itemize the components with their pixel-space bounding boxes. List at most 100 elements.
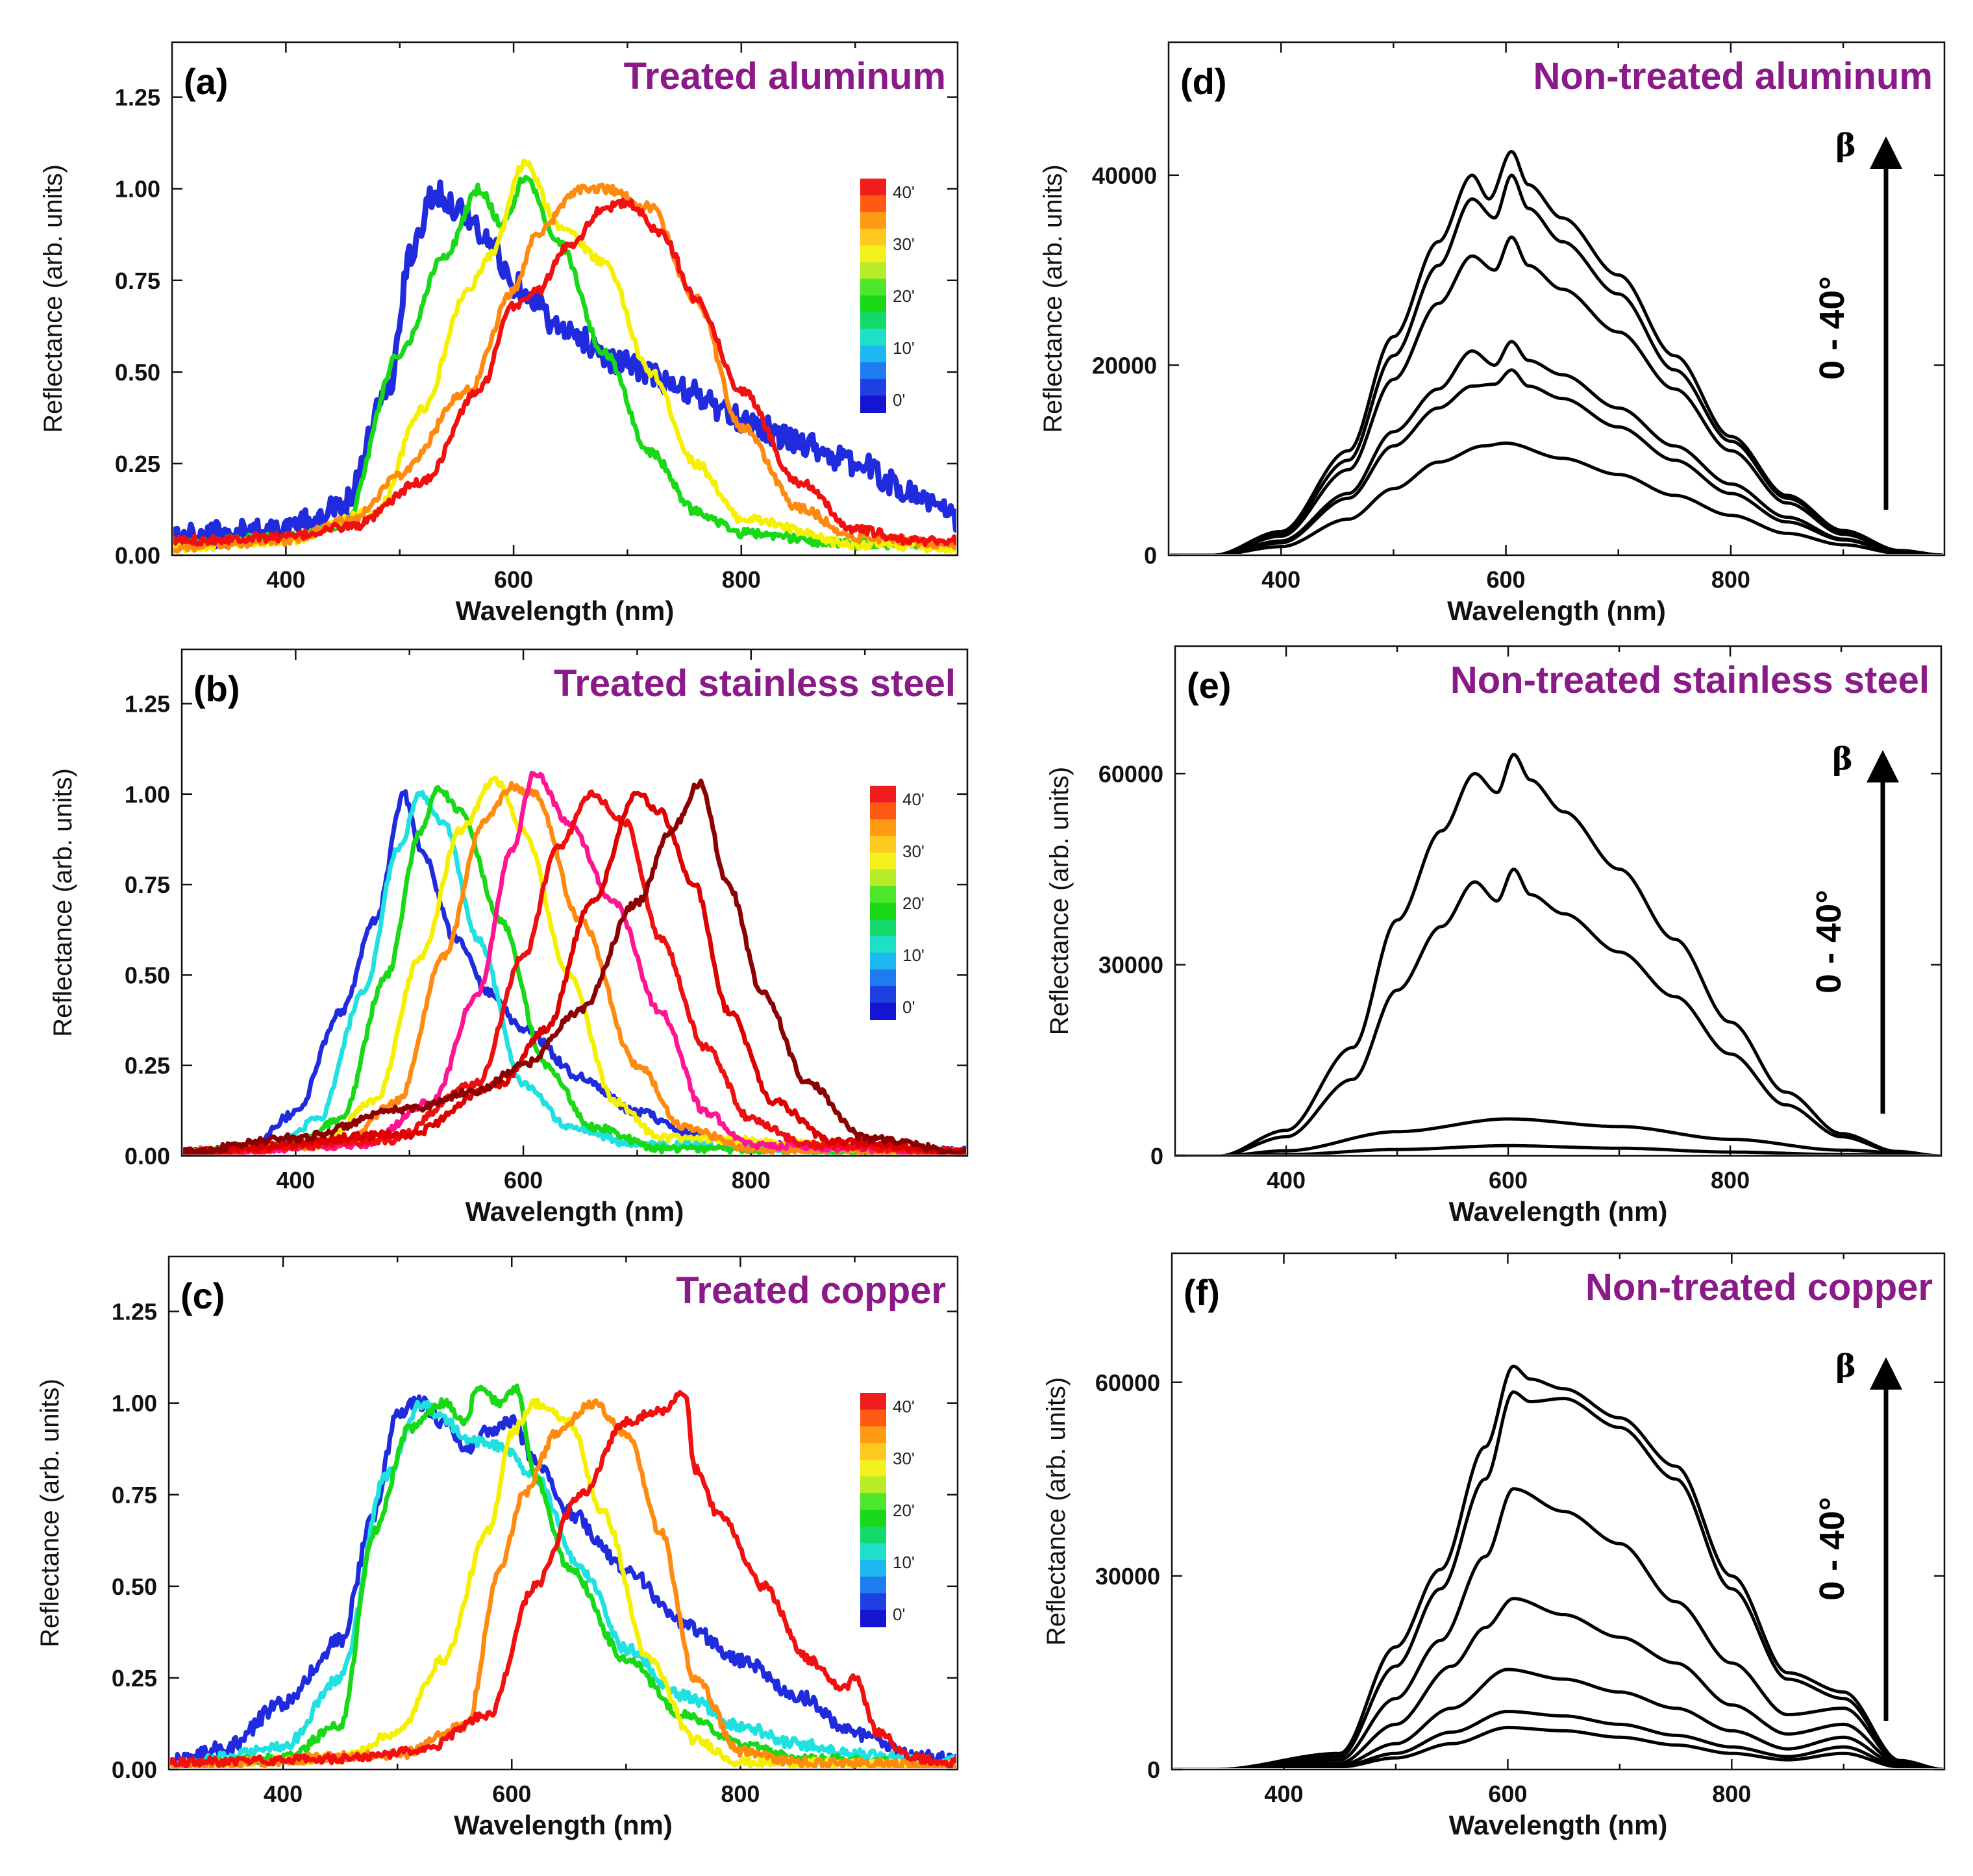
colorbar-swatch <box>860 1393 886 1410</box>
x-tick-label: 400 <box>276 1167 315 1194</box>
x-axis-label: Wavelength (nm) <box>1449 1196 1668 1227</box>
colorbar-swatch <box>870 969 896 987</box>
colorbar-swatch <box>860 295 886 313</box>
y-tick-label: 0.50 <box>112 1573 157 1600</box>
colorbar-swatch <box>870 953 896 970</box>
colorbar-label: 0' <box>893 1605 905 1624</box>
y-tick-label: 1.25 <box>112 1299 157 1325</box>
series-line <box>1176 753 1940 1155</box>
series-line <box>1170 368 1943 554</box>
arrow-head <box>1870 1357 1902 1390</box>
beta-symbol: β <box>1835 127 1856 164</box>
colorbar-swatch <box>860 262 886 280</box>
x-tick-label: 800 <box>1711 566 1750 593</box>
series-line <box>170 1397 956 1768</box>
y-axis-label: Reflectance (arb. units) <box>1042 1377 1071 1646</box>
series-line <box>1176 1117 1940 1155</box>
colorbar-swatch <box>860 1493 886 1510</box>
arrow-head <box>1867 750 1899 782</box>
x-tick-label: 400 <box>266 566 305 593</box>
colorbar: 40' 30' 20' 10' 0' <box>860 1393 915 1627</box>
x-tick-label: 400 <box>1264 1781 1303 1807</box>
plot-frame <box>1171 1252 1946 1771</box>
colorbar-swatch <box>860 1526 886 1544</box>
x-tick-label: 600 <box>492 1781 531 1807</box>
panel-title: Non-treated stainless steel <box>1450 659 1930 701</box>
series-group <box>1176 753 1940 1155</box>
colorbar-swatch <box>860 379 886 397</box>
series-line <box>183 776 966 1155</box>
colorbar-swatch <box>870 1003 896 1020</box>
series-line <box>183 770 966 1155</box>
y-tick-label: 0.50 <box>115 359 160 386</box>
y-tick-label: 0.25 <box>112 1665 157 1692</box>
series-group <box>1173 1364 1943 1768</box>
plot-frame <box>168 1255 959 1771</box>
series-line <box>170 1398 956 1768</box>
colorbar-swatch <box>860 229 886 246</box>
x-tick-label: 800 <box>1712 1781 1751 1807</box>
x-tick-label: 600 <box>1487 566 1526 593</box>
y-tick-label: 1.25 <box>115 84 160 111</box>
x-tick-label: 800 <box>1711 1167 1750 1194</box>
x-tick-label: 800 <box>722 566 761 593</box>
y-tick-label: 60000 <box>1098 760 1163 787</box>
beta-arrow: β 0 - 40° <box>1809 741 1899 1114</box>
series-line <box>1173 1487 1943 1768</box>
panel-label: (c) <box>180 1275 225 1316</box>
y-tick-label: 1.00 <box>125 781 170 808</box>
colorbar-swatch <box>870 869 896 887</box>
colorbar-label: 10' <box>902 945 924 965</box>
colorbar-swatch <box>870 986 896 1004</box>
colorbar-swatch <box>860 179 886 196</box>
colorbar-swatch <box>870 786 896 803</box>
panel-label: (a) <box>184 61 228 102</box>
x-tick-label: 600 <box>494 566 533 593</box>
colorbar-swatch <box>860 245 886 263</box>
colorbar-swatch <box>860 345 886 363</box>
colorbar-swatch <box>860 1409 886 1427</box>
series-line <box>173 182 956 554</box>
colorbar-label: 30' <box>902 842 924 861</box>
series-line <box>170 1394 956 1768</box>
angle-range-label: 0 - 40° <box>1813 1497 1852 1601</box>
series-line <box>170 1399 956 1768</box>
y-tick-label: 0.75 <box>112 1482 157 1508</box>
y-tick-label: 30000 <box>1098 952 1163 979</box>
plot-frame <box>1174 645 1942 1157</box>
panel-c: 400 600 800 0.00 0.25 0.50 0.75 1.00 1.25 Wavelen… <box>36 1255 959 1840</box>
panel-b: 400 600 800 0.00 0.25 0.50 0.75 1.00 1.25 Wavelen… <box>49 648 969 1227</box>
series-line <box>173 158 956 554</box>
y-axis-label: Reflectance (arb. units) <box>39 164 68 433</box>
colorbar-label: 10' <box>893 338 915 358</box>
colorbar-swatch <box>860 1543 886 1561</box>
angle-range-label: 0 - 40° <box>1813 276 1852 380</box>
colorbar-label: 0' <box>893 390 905 410</box>
series-line <box>1173 1364 1943 1768</box>
x-tick-label: 800 <box>721 1781 760 1807</box>
series-group <box>170 1383 956 1768</box>
angle-range-label: 0 - 40° <box>1809 890 1848 994</box>
series-line <box>1170 441 1943 554</box>
plot-frame <box>171 41 959 557</box>
x-tick-label: 800 <box>732 1167 771 1194</box>
colorbar-swatch <box>860 312 886 330</box>
y-tick-label: 1.00 <box>115 176 160 203</box>
colorbar-label: 20' <box>902 894 924 913</box>
arrow-head <box>1870 136 1902 169</box>
colorbar-swatch <box>860 1560 886 1577</box>
colorbar-swatch <box>870 903 896 920</box>
y-tick-label: 0.00 <box>115 542 160 569</box>
y-tick-label: 0.75 <box>115 268 160 294</box>
plot-frame <box>180 648 969 1157</box>
y-axis-label: Reflectance (arb. units) <box>49 768 77 1037</box>
colorbar-label: 0' <box>902 997 915 1017</box>
y-tick-label: 0.75 <box>125 871 170 898</box>
x-tick-label: 400 <box>264 1781 303 1807</box>
colorbar-swatch <box>860 195 886 213</box>
colorbar-swatch <box>860 212 886 230</box>
colorbar-label: 30' <box>893 1449 915 1468</box>
colorbar-swatch <box>860 395 886 413</box>
x-axis-label: Wavelength (nm) <box>1447 595 1666 626</box>
colorbar-swatch <box>860 1443 886 1460</box>
